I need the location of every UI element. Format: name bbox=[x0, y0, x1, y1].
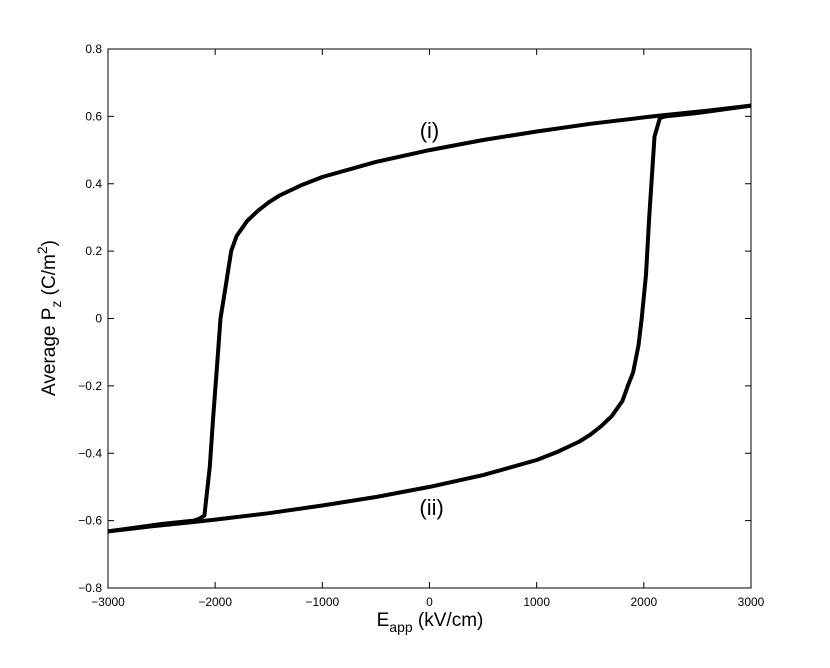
y-tick-label: 0.2 bbox=[85, 244, 102, 258]
x-tick-label: −2000 bbox=[198, 595, 232, 609]
x-axis-title-sub: app bbox=[389, 619, 413, 635]
x-tick-label: −3000 bbox=[91, 595, 125, 609]
y-tick-label: 0.8 bbox=[85, 42, 102, 56]
y-axis-title-rest: (C/m bbox=[39, 254, 60, 300]
y-tick-label: −0.2 bbox=[78, 379, 102, 393]
y-tick-label: 0.4 bbox=[85, 177, 102, 191]
curve-label-ii: (ii) bbox=[419, 495, 443, 520]
x-tick-label: 2000 bbox=[630, 595, 657, 609]
x-axis-title: Eapp (kV/cm) bbox=[377, 610, 484, 635]
series-line-lower-branch bbox=[107, 103, 752, 534]
y-tick-label: 0.6 bbox=[85, 109, 102, 123]
curve-label-i: (i) bbox=[420, 118, 440, 143]
y-tick-label: 0 bbox=[95, 312, 102, 326]
y-tick-label: −0.6 bbox=[78, 514, 102, 528]
series-line-upper-branch bbox=[107, 103, 752, 534]
annotations: (i) (ii) bbox=[419, 118, 443, 520]
plot-area bbox=[107, 48, 752, 589]
y-tick-label: −0.8 bbox=[78, 581, 102, 595]
x-ticks: −3000 −2000 −1000 0 1000 2000 3000 bbox=[91, 49, 765, 609]
x-tick-label: 1000 bbox=[523, 595, 550, 609]
y-axis-title-end: ) bbox=[39, 240, 60, 246]
y-ticks: −0.8 −0.6 −0.4 −0.2 0 0.2 0.4 0.6 0.8 bbox=[78, 42, 751, 595]
y-axis-title-main: Average P bbox=[39, 308, 60, 396]
y-axis-title: Average Pz (C/m2) bbox=[34, 240, 64, 396]
y-tick-label: −0.4 bbox=[78, 446, 102, 460]
y-axis-title-sub: z bbox=[48, 301, 64, 308]
series-group bbox=[107, 103, 752, 534]
x-axis-title-rest: (kV/cm) bbox=[413, 610, 484, 631]
x-axis-title-main: E bbox=[377, 610, 390, 631]
x-tick-label: 3000 bbox=[738, 595, 765, 609]
y-axis-title-sup: 2 bbox=[34, 246, 50, 254]
x-tick-label: 0 bbox=[426, 595, 433, 609]
x-tick-label: −1000 bbox=[305, 595, 339, 609]
